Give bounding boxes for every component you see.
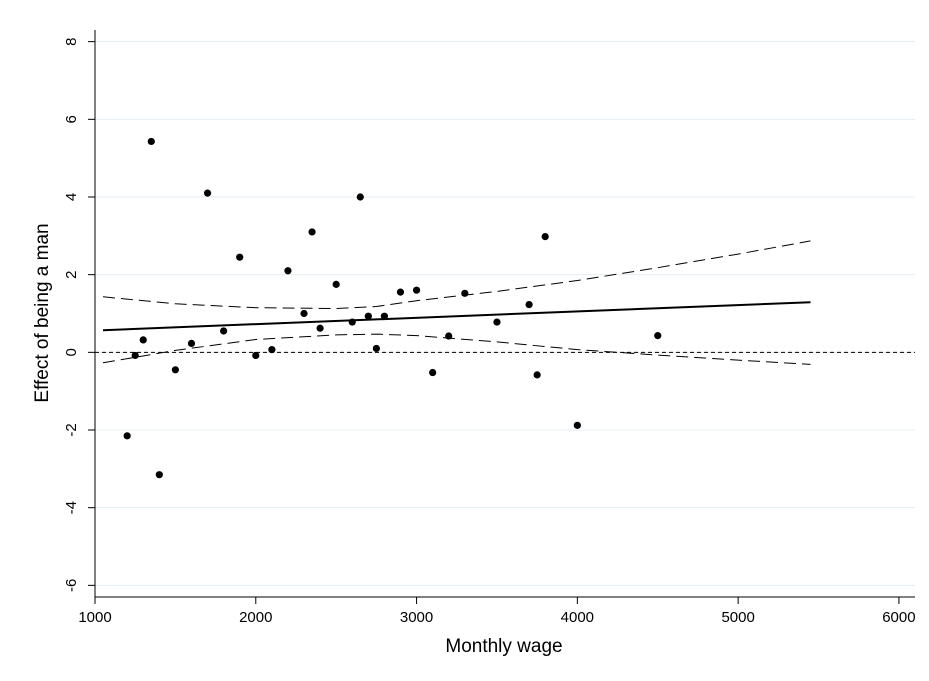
scatter-point (573, 421, 581, 429)
scatter-point (461, 289, 469, 297)
scatter-point (123, 432, 131, 440)
scatter-point (300, 309, 308, 318)
y-tick-label: -4 (63, 501, 80, 514)
scatter-point (541, 233, 549, 241)
upper-confidence-band (102, 240, 811, 310)
y-tick-label: -6 (63, 579, 80, 592)
x-axis-title: Monthly wage (445, 636, 562, 657)
x-tick-label: 2000 (239, 609, 272, 626)
scatter-point (147, 137, 155, 146)
y-tick-label: 8 (63, 38, 80, 46)
scatter-point (220, 327, 228, 335)
scatter-point (356, 193, 364, 201)
y-tick-label: 0 (63, 348, 80, 356)
y-tick-label: -2 (63, 423, 80, 436)
x-tick-label: 6000 (882, 609, 915, 626)
scatter-point (236, 253, 244, 261)
scatter-point (187, 339, 196, 348)
scatter-point (252, 351, 260, 360)
y-tick-label: 2 (63, 271, 80, 279)
lower-confidence-band (102, 333, 811, 365)
x-tick-label: 4000 (561, 609, 594, 626)
fit-lines (102, 240, 811, 365)
scatter-point (654, 332, 662, 340)
scatter-point (380, 312, 389, 320)
scatter-point (364, 312, 372, 320)
scatter-point (332, 280, 340, 288)
scatter-point (155, 471, 163, 479)
scatter-point (171, 366, 179, 374)
scatter-point (429, 368, 437, 377)
y-tick-label: 6 (63, 115, 80, 123)
y-tick-label: 4 (63, 193, 80, 201)
scatter-point (533, 371, 541, 379)
scatter-points (123, 137, 662, 479)
scatter-point (268, 346, 276, 354)
scatter-point (493, 318, 501, 326)
fitted-line (102, 301, 811, 332)
scatter-point (284, 267, 292, 275)
scatter-point (139, 336, 147, 344)
scatter-point (396, 288, 405, 296)
scatter-point (131, 351, 139, 360)
scatter-point (308, 228, 316, 236)
scatter-point (348, 318, 356, 326)
scatter-point (412, 286, 421, 294)
scatter-point (203, 189, 212, 197)
x-tick-label: 3000 (400, 609, 433, 626)
axes: -6 -4 -2 0 2 4 6 8 1000 2000 3000 4000 5000 6000 (63, 30, 916, 626)
scatter-point (445, 332, 453, 340)
scatter-point (316, 324, 324, 332)
scatter-point (372, 344, 380, 353)
x-tick-label: 1000 (78, 609, 111, 626)
scatter-point (525, 300, 533, 309)
y-axis-title: Effect of being a man (32, 223, 53, 402)
x-tick-label: 5000 (721, 609, 754, 626)
